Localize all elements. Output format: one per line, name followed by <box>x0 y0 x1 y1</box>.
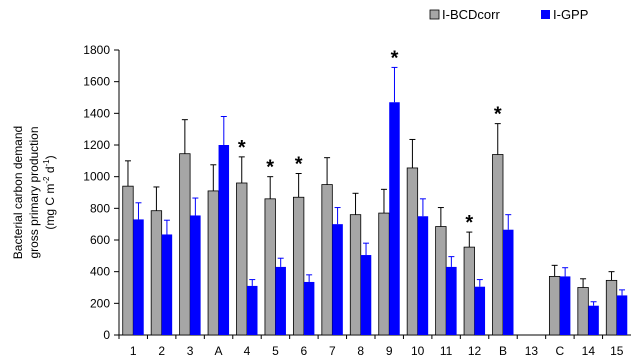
bars <box>122 66 628 336</box>
y-tick-label: 200 <box>90 296 110 310</box>
significance-star: * <box>391 47 399 69</box>
bar-i-bcdcorr-A <box>207 190 219 336</box>
y-tick-label: 800 <box>90 201 110 215</box>
x-tick-label: 6 <box>301 344 308 358</box>
y-tick-label: 1200 <box>83 138 110 152</box>
bar-i-gpp-2 <box>161 234 173 335</box>
legend-label-i-bcdcorr: I-BCDcorr <box>442 7 500 22</box>
x-tick-label: 14 <box>582 344 596 358</box>
bar-i-bcdcorr-15 <box>605 279 618 336</box>
bar-i-gpp-C <box>559 276 571 335</box>
significance-star: * <box>494 104 502 126</box>
x-tick-label: 13 <box>525 344 539 358</box>
x-tick-label: 12 <box>468 344 482 358</box>
x-tick-label: C <box>556 344 565 358</box>
x-tick-label: 2 <box>158 344 165 358</box>
bar-i-bcdcorr-5 <box>264 198 276 336</box>
x-tick-label: B <box>499 344 507 358</box>
legend: I-BCDcorr I-GPP <box>429 7 588 22</box>
bar-i-gpp-7 <box>332 224 343 335</box>
bar-i-bcdcorr-11 <box>435 226 447 336</box>
y-axis-label: Bacterial carbon demand gross primary pro… <box>11 126 57 259</box>
x-tick-label: A <box>215 344 223 358</box>
x-tick-label: 15 <box>610 344 624 358</box>
y-tick-label: 1000 <box>83 170 110 184</box>
y-tick-label: 1800 <box>83 43 110 57</box>
legend-swatch-i-gpp <box>541 10 550 19</box>
bar-i-bcdcorr-2 <box>150 210 163 336</box>
legend-swatch-i-bcdcorr <box>429 9 440 20</box>
bar-i-bcdcorr-C <box>548 276 561 336</box>
bar-i-gpp-4 <box>247 285 258 335</box>
y-tick-label: 600 <box>90 233 110 247</box>
bar-i-bcdcorr-9 <box>378 212 390 336</box>
bar-i-gpp-14 <box>588 305 599 335</box>
bar-i-bcdcorr-1 <box>122 185 134 336</box>
bar-i-gpp-15 <box>616 295 628 335</box>
bar-i-bcdcorr-14 <box>577 287 589 336</box>
y-axis-label-line-1: Bacterial carbon demand <box>11 126 25 259</box>
bar-i-bcdcorr-7 <box>321 184 333 336</box>
bar-i-bcdcorr-6 <box>292 196 305 336</box>
bar-i-bcdcorr-3 <box>179 153 191 336</box>
y-tick-label: 1400 <box>83 106 110 120</box>
bar-i-gpp-12 <box>474 286 486 335</box>
significance-star: * <box>238 137 246 159</box>
x-axis: 1 2 3 A 4 5 6 7 8 9 10 11 12 B 13 C 14 15 <box>118 334 631 358</box>
bar-i-bcdcorr-10 <box>406 167 419 336</box>
bar-i-gpp-11 <box>446 266 457 335</box>
significance-star: * <box>465 212 473 234</box>
y-axis-label-line-3: (mg C m-2 d-1) <box>42 155 57 229</box>
bar-i-bcdcorr-B <box>492 154 504 336</box>
significance-star: * <box>295 154 303 176</box>
x-tick-label: 11 <box>440 344 453 358</box>
bar-i-bcdcorr-4 <box>236 182 248 336</box>
bar-i-gpp-8 <box>360 255 372 335</box>
bar-i-gpp-B <box>503 229 514 335</box>
x-tick-label: 9 <box>386 344 393 358</box>
bar-i-bcdcorr-12 <box>463 246 475 336</box>
bar-i-bcdcorr-8 <box>349 214 362 336</box>
y-tick-label: 400 <box>90 265 110 279</box>
legend-label-i-gpp: I-GPP <box>553 7 588 22</box>
x-tick-label: 3 <box>187 344 194 358</box>
bar-i-gpp-1 <box>133 219 144 335</box>
x-tick-label: 4 <box>244 344 251 358</box>
bar-i-gpp-5 <box>275 266 286 335</box>
bar-i-gpp-10 <box>417 216 429 335</box>
significance-markers: * * * * * * <box>238 47 502 234</box>
y-axis-label-line-2: gross primary production <box>27 126 41 258</box>
x-tick-label: 7 <box>329 344 336 358</box>
bar-i-gpp-6 <box>303 281 315 335</box>
x-tick-label: 8 <box>357 344 364 358</box>
y-tick-label: 0 <box>103 328 110 342</box>
y-tick-label: 1600 <box>83 75 110 89</box>
y-axis: 0 200 400 600 800 1000 1200 1400 1600 1800 <box>83 43 120 342</box>
bar-i-gpp-A <box>218 145 230 335</box>
x-tick-label: 1 <box>130 344 137 358</box>
x-tick-label: 10 <box>411 344 425 358</box>
bar-i-gpp-9 <box>389 102 400 335</box>
significance-star: * <box>266 157 274 179</box>
bar-i-gpp-3 <box>190 215 201 335</box>
x-tick-label: 5 <box>272 344 279 358</box>
